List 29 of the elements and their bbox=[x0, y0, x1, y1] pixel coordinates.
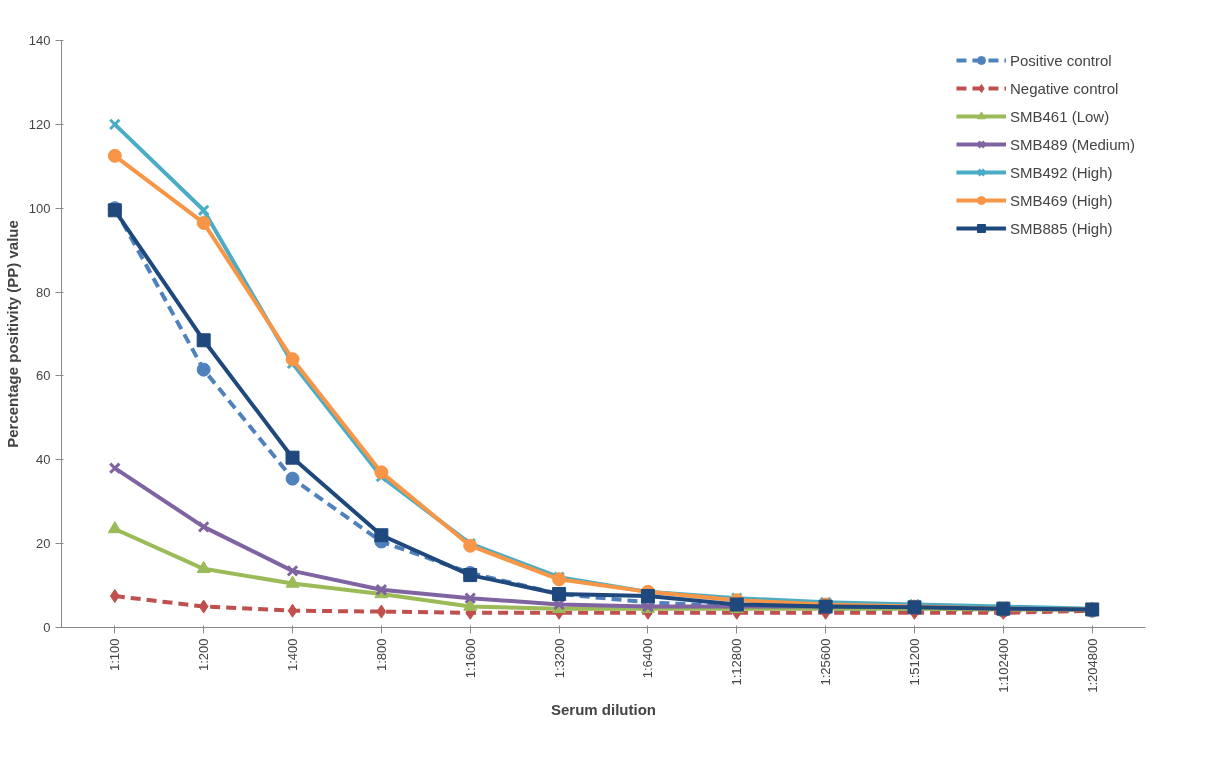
y-tick-label: 40 bbox=[36, 452, 51, 468]
x-axis-title: Serum dilution bbox=[551, 700, 656, 718]
y-axis-title: Percentage positivity (PP) value bbox=[3, 220, 21, 448]
x-tick-label: 1:800 bbox=[373, 638, 389, 672]
y-tick-label: 20 bbox=[36, 536, 51, 552]
legend-label: Negative control bbox=[1009, 79, 1119, 97]
legend-label: SMB885 (High) bbox=[1009, 219, 1113, 237]
y-tick-label: 120 bbox=[28, 116, 51, 132]
legend-label: SMB461 (Low) bbox=[1009, 107, 1110, 125]
legend-label: SMB489 (Medium) bbox=[1009, 135, 1135, 153]
legend-label: SMB492 (High) bbox=[1009, 163, 1113, 181]
x-tick-label: 1:204800 bbox=[1084, 638, 1100, 693]
x-tick-label: 1:12800 bbox=[729, 638, 745, 686]
y-tick-label: 80 bbox=[36, 284, 51, 300]
x-tick-label: 1:1600 bbox=[462, 638, 478, 679]
x-tick-label: 1:51200 bbox=[906, 638, 922, 686]
x-tick-label: 1:100 bbox=[107, 638, 123, 672]
x-tick-label: 1:400 bbox=[285, 638, 301, 672]
y-tick-label: 60 bbox=[36, 368, 51, 384]
x-tick-label: 1:6400 bbox=[640, 638, 656, 679]
legend-label: SMB469 (High) bbox=[1009, 191, 1113, 209]
y-tick-label: 100 bbox=[28, 200, 51, 216]
y-tick-label: 140 bbox=[28, 33, 51, 48]
x-tick-label: 1:200 bbox=[196, 638, 212, 672]
x-tick-label: 1:25600 bbox=[818, 638, 834, 686]
x-tick-label: 1:102400 bbox=[995, 638, 1011, 693]
legend-label: Positive control bbox=[1009, 51, 1112, 69]
x-tick-label: 1:3200 bbox=[551, 638, 567, 679]
y-tick-label: 0 bbox=[43, 620, 51, 635]
